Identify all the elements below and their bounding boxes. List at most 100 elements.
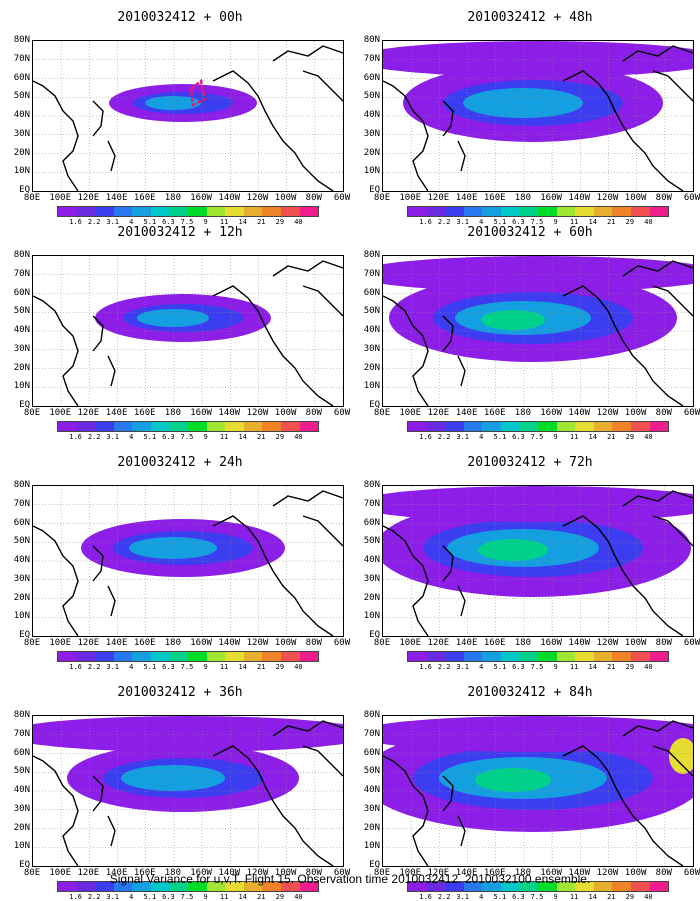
colorbar-swatch [95, 207, 114, 216]
colorbar-swatch [445, 652, 464, 661]
colorbar-swatch [575, 652, 594, 661]
colorbar-swatch [188, 207, 207, 216]
colorbar-label: 1.6 [419, 218, 432, 226]
latitude-label: 40N [13, 785, 30, 795]
colorbar-label: 11 [219, 433, 229, 441]
longitude-label: 100E [399, 408, 422, 418]
colorbar-label: 11 [569, 218, 579, 226]
colorbar-label: 14 [588, 893, 597, 901]
colorbar-label: 9 [203, 663, 208, 671]
colorbar-swatch [408, 882, 427, 891]
longitude-label: 160E [133, 193, 156, 203]
latitude-label: 30N [13, 343, 30, 354]
longitude-label: 160W [540, 638, 562, 648]
longitude-label: 160W [190, 638, 212, 648]
colorbar [57, 421, 319, 432]
latitude-label: 30N [363, 128, 380, 139]
longitude-label: 160W [190, 408, 212, 418]
colorbar-label: 6.3 [162, 433, 175, 441]
colorbar-label: 7.5 [530, 218, 544, 226]
coastline [212, 70, 334, 191]
colorbar-label: 2.2 [437, 893, 451, 901]
latitude-label: 40N [13, 555, 30, 565]
colorbar-label: 40 [294, 433, 303, 441]
longitude-label: 120E [427, 868, 450, 878]
latitude-label: 20N [363, 592, 380, 603]
map-plot [33, 716, 343, 866]
coastline [33, 755, 79, 866]
longitude-label: 120E [427, 638, 450, 648]
longitude-label: 60W [683, 868, 700, 878]
colorbar-swatch [113, 422, 133, 431]
colorbar-label: 9 [203, 893, 208, 901]
longitude-label: 140E [455, 638, 478, 648]
longitude-label: 160W [540, 868, 562, 878]
longitude-label: 80W [305, 868, 322, 878]
colorbar-swatch [169, 207, 189, 216]
colorbar-swatch [593, 422, 613, 431]
colorbar-label: 1.6 [69, 433, 82, 441]
colorbar-swatch [482, 652, 501, 661]
longitude-label: 100E [49, 868, 72, 878]
latitude-label: 50N [13, 536, 30, 547]
longitude-label: 180 [164, 408, 182, 418]
colorbar-swatch [463, 207, 483, 216]
variance-band [383, 486, 693, 522]
colorbar-label: 1.6 [69, 893, 82, 901]
latitude-label: 50N [363, 91, 380, 102]
longitude-label: 60W [333, 193, 351, 203]
latitude-label: 40N [363, 325, 380, 335]
latitude-label: 60N [363, 72, 380, 83]
variance-band [137, 309, 209, 327]
colorbar-swatch [169, 422, 189, 431]
variance-band [383, 256, 693, 292]
longitude-label: 160E [483, 193, 506, 203]
longitude-label: 160E [133, 408, 156, 418]
map-plot [383, 256, 693, 406]
colorbar-label: 2.2 [437, 433, 451, 441]
longitude-label: 180 [164, 638, 182, 648]
colorbar-swatch [649, 422, 669, 431]
longitude-label: 100W [624, 638, 647, 648]
map-plot [33, 41, 343, 191]
longitude-label: 80E [373, 193, 391, 203]
colorbar-swatch [225, 882, 244, 891]
latitude-label: 80N [363, 710, 380, 720]
colorbar-label: 5.1 [493, 893, 507, 901]
colorbar-swatch [188, 652, 207, 661]
colorbar-swatch [262, 207, 281, 216]
colorbar-label: 7.5 [180, 893, 194, 901]
latitude-label: 80N [363, 250, 380, 260]
colorbar-label: 40 [644, 663, 653, 671]
latitude-label: 80N [363, 480, 380, 490]
map-plot [383, 41, 693, 191]
latitude-label: 60N [13, 72, 30, 83]
colorbar-label: 1.6 [69, 663, 82, 671]
longitude-label: 140E [455, 408, 478, 418]
latitude-label: 20N [13, 362, 30, 373]
colorbar-label: 5.1 [143, 433, 157, 441]
longitude-label: 160E [483, 638, 506, 648]
colorbar-swatch [538, 652, 557, 661]
coastline [622, 45, 693, 62]
colorbar-swatch [132, 207, 151, 216]
coastline [457, 585, 466, 617]
latitude-label: 70N [13, 498, 30, 509]
longitude-label: 180 [514, 868, 532, 878]
latitude-label: 60N [13, 517, 30, 528]
colorbar-swatch [649, 882, 669, 891]
colorbar-label: 14 [588, 433, 597, 441]
latitude-label: EQ [19, 185, 30, 195]
colorbar [407, 206, 669, 217]
colorbar-label: 4 [129, 663, 134, 671]
colorbar-swatch [630, 207, 650, 216]
latitude-label: 10N [13, 841, 30, 852]
colorbar-swatch [630, 422, 650, 431]
coastline [562, 745, 684, 866]
longitude-label: 100W [624, 193, 647, 203]
latitude-label: 10N [13, 611, 30, 622]
coastline [562, 70, 684, 191]
latitude-label: EQ [369, 400, 380, 410]
longitude-label: 100E [49, 638, 72, 648]
colorbar-swatch [519, 422, 539, 431]
